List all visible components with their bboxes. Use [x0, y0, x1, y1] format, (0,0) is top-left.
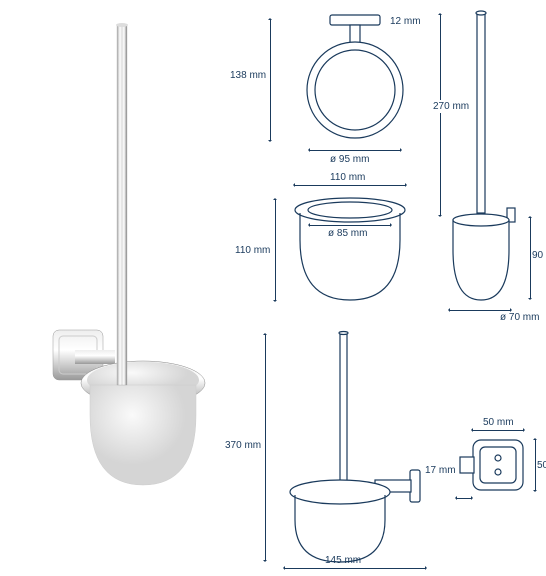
dim-50w: 50 mm	[483, 417, 514, 428]
product-render	[15, 15, 225, 545]
dim-12mm: 12 mm	[390, 16, 421, 27]
side-full-view	[445, 10, 535, 310]
dim-90mm: 90 mm	[532, 250, 546, 261]
dim-138mm: 138 mm	[230, 70, 266, 81]
cup-front-view	[290, 195, 410, 315]
dim-145mm: 145 mm	[325, 555, 361, 566]
dim-110w: 110 mm	[330, 172, 365, 183]
dim-17mm: 17 mm	[425, 465, 456, 476]
mount-plate-view	[455, 425, 535, 505]
dim-95mm: ø 95 mm	[330, 154, 369, 165]
dim-70mm: ø 70 mm	[500, 312, 539, 323]
dim-50h: 50 mm	[537, 460, 546, 471]
dim-270mm: 270 mm	[432, 100, 470, 113]
dim-110h: 110 mm	[235, 245, 270, 256]
assembly-view	[280, 330, 440, 565]
top-ring-view	[280, 10, 420, 160]
dim-370mm: 370 mm	[225, 440, 261, 451]
dim-85mm: ø 85 mm	[328, 228, 367, 239]
